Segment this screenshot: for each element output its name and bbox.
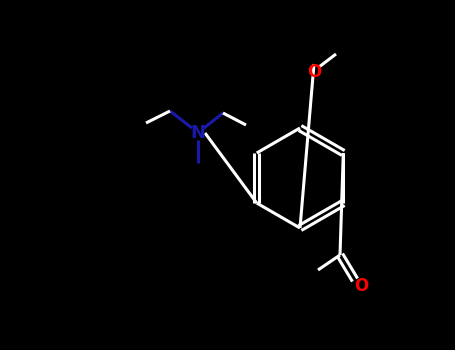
Text: N: N: [191, 124, 206, 142]
Text: O: O: [354, 277, 368, 295]
Text: O: O: [307, 63, 321, 81]
